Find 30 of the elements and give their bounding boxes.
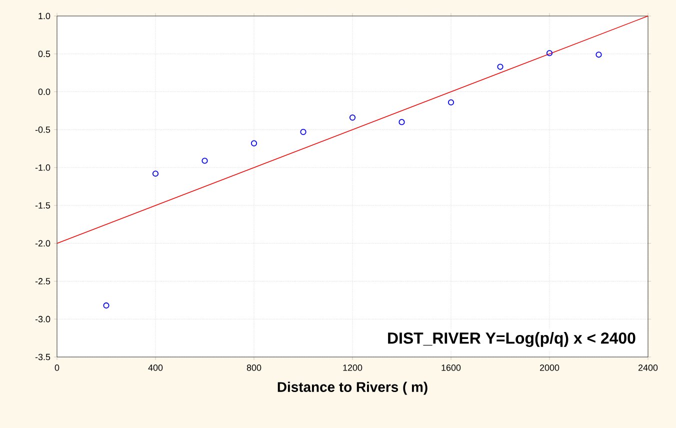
- x-tick-label: 1600: [442, 364, 461, 371]
- point: [448, 99, 454, 106]
- y-tick-label: -2.0: [35, 240, 50, 247]
- x-tick-label: 2400: [638, 364, 658, 371]
- y-tick-label: -0.5: [35, 126, 50, 133]
- x-tick-label: 2000: [540, 364, 560, 371]
- x-tick-label: 1200: [343, 364, 362, 371]
- point: [250, 140, 258, 146]
- x-tick-label: 0: [54, 364, 60, 371]
- point: [152, 170, 159, 177]
- point: [546, 50, 553, 56]
- point: [398, 119, 405, 126]
- point: [202, 158, 208, 164]
- y-tick-label: 1.0: [38, 12, 50, 20]
- y-tick-label: -3.5: [35, 354, 50, 360]
- y-tick-label: 0.5: [38, 50, 50, 58]
- y-tick-label: 0.0: [38, 88, 50, 95]
- point: [596, 52, 602, 58]
- x-axis-title: Distance to Rivers ( m): [278, 382, 428, 395]
- point: [103, 302, 110, 309]
- point: [497, 64, 504, 70]
- x-tick-label: 400: [148, 364, 163, 371]
- annotation: DIST_RIVER Y=Log(p/q) x < 2400: [388, 332, 636, 347]
- x-tick-label: 800: [246, 364, 262, 371]
- y-tick-label: -1.5: [35, 202, 50, 209]
- y-tick-label: -1.0: [35, 164, 50, 171]
- point: [349, 114, 356, 121]
- point: [300, 128, 306, 135]
- y-tick-label: -3.0: [35, 316, 50, 322]
- y-tick-label: -2.5: [35, 278, 50, 284]
